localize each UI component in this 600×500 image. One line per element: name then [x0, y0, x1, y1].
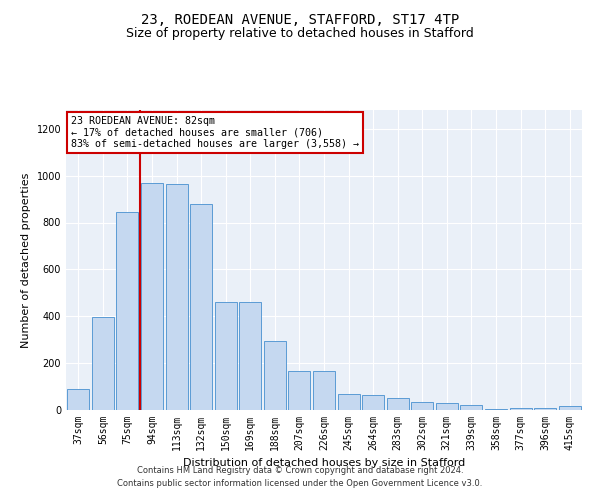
Y-axis label: Number of detached properties: Number of detached properties: [21, 172, 31, 348]
Bar: [411, 402, 433, 410]
Bar: [436, 403, 458, 410]
Bar: [116, 212, 139, 410]
X-axis label: Distribution of detached houses by size in Stafford: Distribution of detached houses by size …: [183, 458, 465, 468]
Text: 23 ROEDEAN AVENUE: 82sqm
← 17% of detached houses are smaller (706)
83% of semi-: 23 ROEDEAN AVENUE: 82sqm ← 17% of detach…: [71, 116, 359, 149]
Bar: [485, 409, 507, 410]
Bar: [509, 408, 532, 410]
Text: Contains HM Land Registry data © Crown copyright and database right 2024.
Contai: Contains HM Land Registry data © Crown c…: [118, 466, 482, 487]
Bar: [239, 302, 262, 410]
Bar: [67, 389, 89, 410]
Bar: [92, 318, 114, 410]
Bar: [362, 395, 384, 410]
Bar: [141, 182, 163, 410]
Bar: [338, 394, 359, 410]
Bar: [386, 398, 409, 410]
Bar: [559, 406, 581, 410]
Bar: [460, 406, 482, 410]
Bar: [215, 302, 237, 410]
Bar: [313, 372, 335, 410]
Bar: [166, 184, 188, 410]
Text: 23, ROEDEAN AVENUE, STAFFORD, ST17 4TP: 23, ROEDEAN AVENUE, STAFFORD, ST17 4TP: [141, 12, 459, 26]
Bar: [534, 408, 556, 410]
Bar: [289, 372, 310, 410]
Text: Size of property relative to detached houses in Stafford: Size of property relative to detached ho…: [126, 28, 474, 40]
Bar: [264, 341, 286, 410]
Bar: [190, 204, 212, 410]
